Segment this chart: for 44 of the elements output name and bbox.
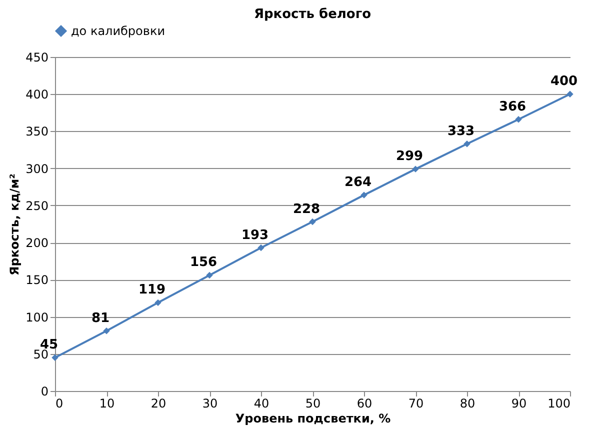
data-label: 264 — [344, 175, 372, 190]
point — [258, 244, 264, 252]
data-label: 228 — [292, 202, 320, 217]
x-tick-label: 10 — [99, 396, 115, 410]
y-tick-label: 200 — [26, 236, 48, 250]
y-axis-title: Яркость, кд/м² — [8, 174, 22, 276]
point — [154, 299, 162, 306]
legend-label: до калибровки — [71, 24, 166, 38]
x-tick-label: 100 — [548, 396, 570, 410]
y-tick-label: 150 — [26, 273, 48, 288]
data-label: 119 — [138, 282, 166, 298]
point — [515, 116, 522, 123]
y-tick-label: 250 — [26, 198, 48, 213]
x-tick-label: 80 — [460, 396, 476, 410]
data-label: 333 — [447, 124, 475, 139]
point — [103, 328, 110, 334]
x-tick-label: 40 — [254, 396, 270, 410]
y-tick-label: 450 — [26, 50, 48, 64]
y-tick-label: 350 — [26, 124, 48, 139]
data-label: 81 — [91, 310, 110, 326]
y-tick-label: 300 — [26, 162, 48, 176]
x-tick-label: 20 — [150, 396, 166, 410]
y-tick-label: 0 — [40, 384, 48, 398]
point — [360, 192, 368, 198]
point — [412, 166, 419, 172]
data-label: 193 — [241, 228, 269, 243]
data-label: 400 — [550, 74, 578, 90]
point — [464, 140, 470, 148]
x-tick-label: 30 — [202, 396, 218, 410]
data-label: 156 — [190, 255, 218, 270]
chart-title: Яркость белого — [254, 7, 372, 22]
x-tick-label: 50 — [305, 396, 321, 410]
x-axis-title: Уровень подсветки, % — [235, 412, 391, 426]
x-tick-label: 0 — [56, 396, 64, 410]
data-label: 366 — [498, 99, 526, 114]
x-tick-label: 70 — [408, 396, 424, 410]
point — [566, 90, 574, 98]
x-tick-label: 60 — [356, 396, 372, 410]
x-tick-label: 90 — [511, 396, 527, 410]
y-tick-label: 400 — [26, 88, 48, 102]
data-label: 299 — [396, 149, 424, 164]
y-tick-label: 100 — [26, 310, 48, 324]
point — [206, 272, 213, 279]
point — [309, 218, 316, 226]
